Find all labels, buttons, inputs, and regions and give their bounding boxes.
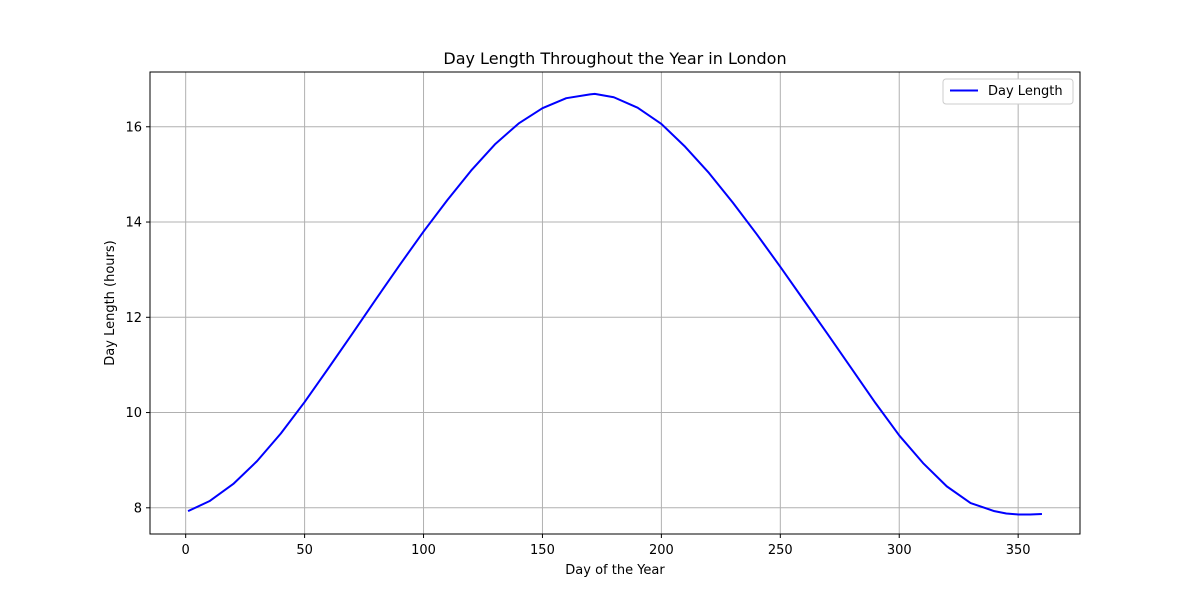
y-tick-label: 14 <box>125 216 142 231</box>
y-tick-label: 16 <box>125 120 142 135</box>
x-axis-label: Day of the Year <box>565 563 665 578</box>
x-tick-label: 50 <box>296 543 313 558</box>
x-tick-label: 0 <box>182 543 190 558</box>
y-axis-label: Day Length (hours) <box>103 240 118 365</box>
chart-title: Day Length Throughout the Year in London <box>443 49 786 68</box>
legend-label: Day Length <box>988 84 1063 99</box>
x-tick-label: 250 <box>768 543 793 558</box>
x-tick-label: 300 <box>887 543 912 558</box>
x-tick-label: 100 <box>411 543 436 558</box>
legend: Day Length <box>942 78 1074 105</box>
legend-box <box>942 78 1074 105</box>
x-tick-label: 350 <box>1006 543 1031 558</box>
x-tick-label: 200 <box>649 543 674 558</box>
y-tick-label: 8 <box>134 501 142 516</box>
plot-frame <box>149 71 1081 535</box>
series-layer <box>187 92 1042 516</box>
x-tick-label: 150 <box>530 543 555 558</box>
series-line-day-length <box>187 92 1042 516</box>
y-tick-label: 10 <box>125 406 142 421</box>
grid <box>150 72 1080 534</box>
axis-ticks: 0 50 100 150 200 250 300 350 8 10 12 14 16 <box>125 120 1030 558</box>
y-tick-label: 12 <box>125 311 142 326</box>
